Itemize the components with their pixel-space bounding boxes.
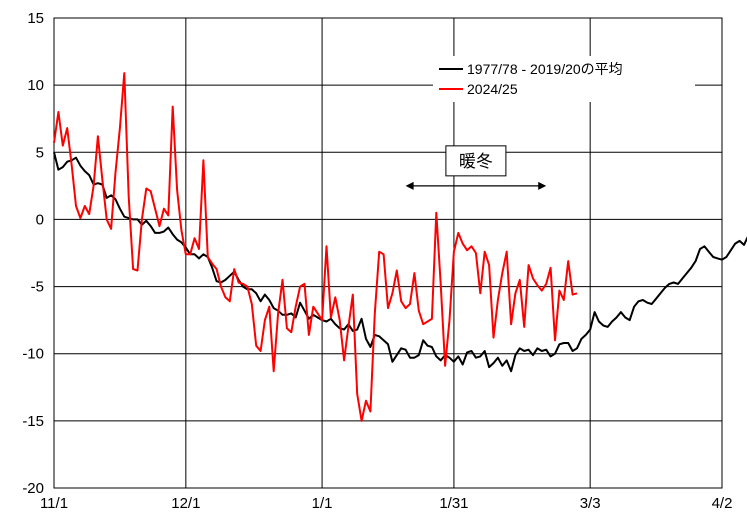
plot-border	[53, 17, 723, 489]
y-tick-label: -10	[22, 346, 44, 363]
annotation-label: 暖冬	[459, 152, 493, 172]
annotation-arrowhead-left	[405, 181, 414, 190]
y-tick-label: 5	[36, 144, 44, 161]
y-tick-label: 15	[27, 10, 44, 27]
legend: 1977/78 - 2019/20の平均 2024/25	[433, 56, 695, 102]
y-tick-label: 10	[27, 77, 44, 94]
annotation-arrowhead-right	[538, 181, 547, 190]
series-line-current	[53, 72, 578, 422]
x-tick-label: 4/2	[712, 495, 733, 512]
annotation-group: 暖冬	[405, 145, 547, 190]
x-tick-label: 11/1	[40, 495, 68, 512]
x-tick-label: 1/31	[439, 495, 468, 512]
x-tick-label: 12/1	[171, 495, 200, 512]
x-tick-label: 1/1	[312, 495, 333, 512]
legend-box	[433, 56, 695, 102]
axis-tick-labels: -20 -15 -10 -5 0 5 10 15 11/1 12/1 1/1 1/31 3/3 4/2	[22, 10, 732, 512]
annotation-box	[445, 145, 507, 177]
y-tick-label: -5	[31, 279, 44, 296]
x-tick-label: 3/3	[580, 495, 601, 512]
series-line-average	[53, 152, 747, 373]
y-tick-label: 0	[36, 211, 44, 228]
legend-entry-label: 1977/78 - 2019/20の平均	[467, 61, 623, 77]
y-tick-label: -20	[22, 480, 44, 497]
legend-entry-label: 2024/25	[467, 81, 518, 97]
plot-area-border	[53, 17, 723, 489]
series-group	[53, 72, 747, 422]
y-tick-label: -15	[22, 413, 44, 430]
